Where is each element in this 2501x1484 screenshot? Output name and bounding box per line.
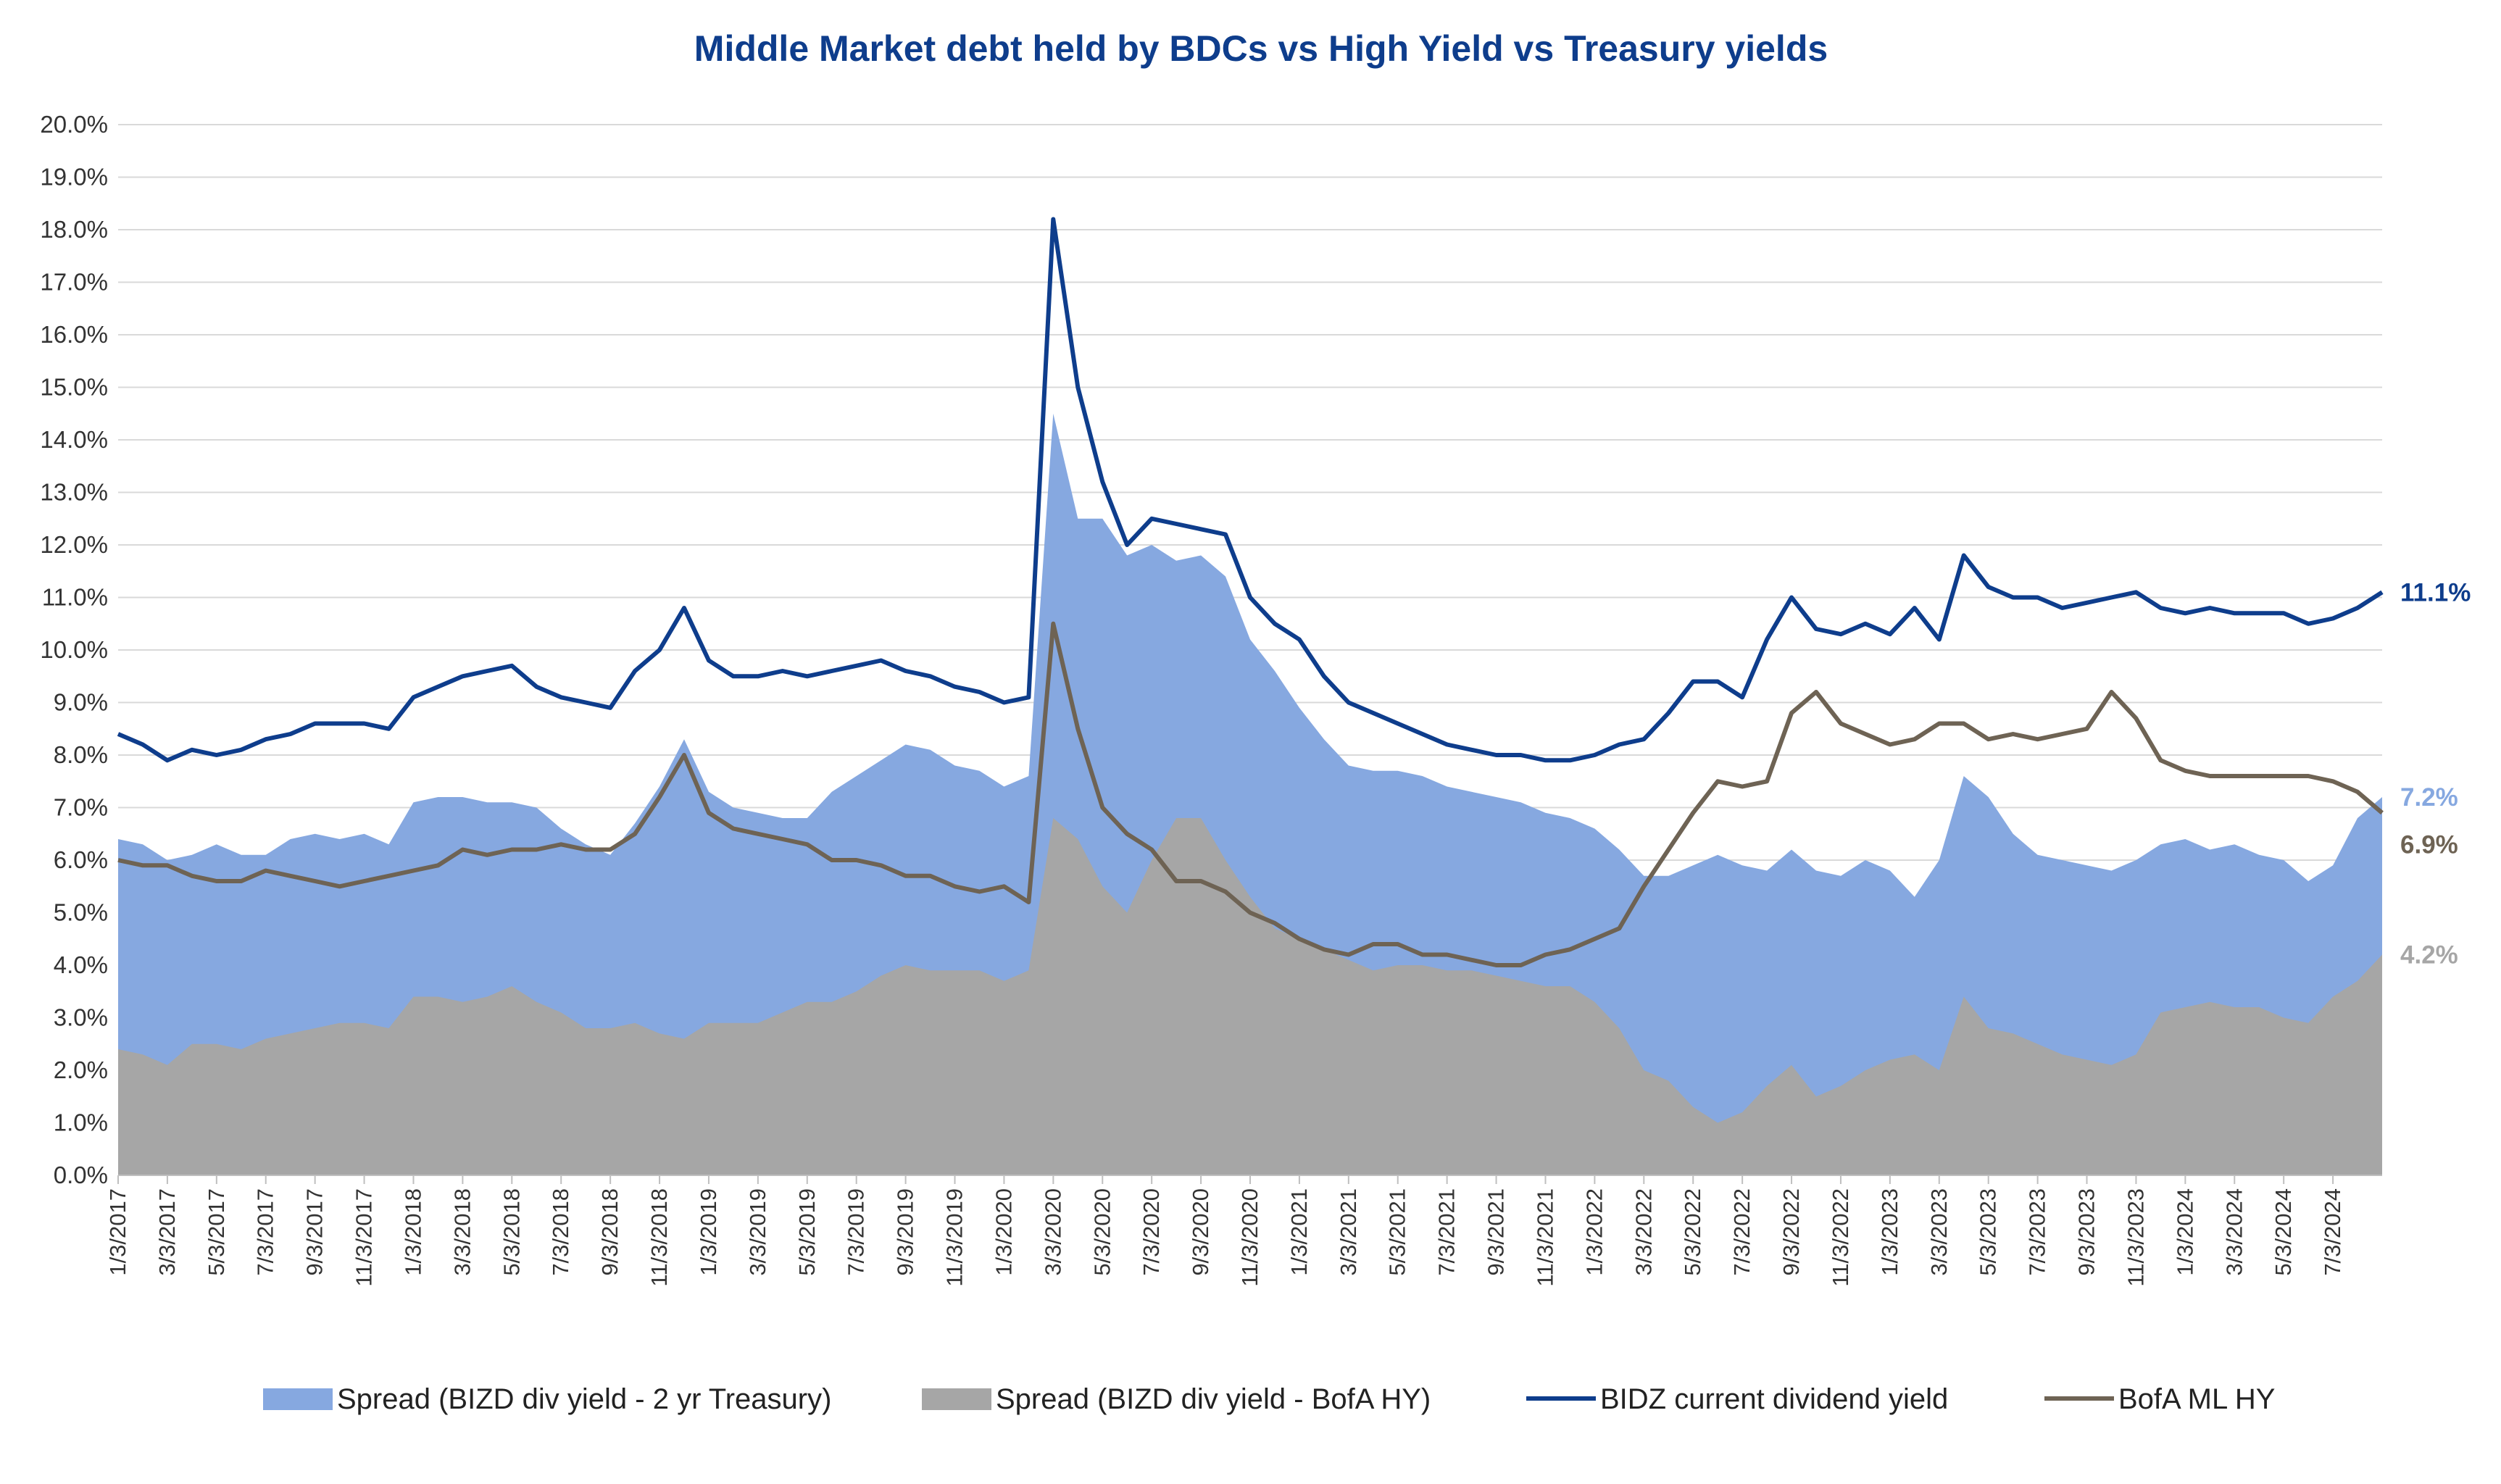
legend: Spread (BIZD div yield - 2 yr Treasury) S… bbox=[263, 1383, 2275, 1415]
end-label: 4.2% bbox=[2400, 941, 2458, 970]
legend-swatch bbox=[263, 1388, 333, 1410]
area-series-2 bbox=[118, 818, 2382, 1175]
y-tick-label: 0.0% bbox=[54, 1162, 108, 1188]
x-tick-label: 5/3/2022 bbox=[1680, 1188, 1705, 1276]
y-tick-label: 18.0% bbox=[40, 216, 108, 243]
y-tick-label: 9.0% bbox=[54, 689, 108, 716]
x-tick-label: 5/3/2021 bbox=[1385, 1188, 1410, 1276]
x-tick-label: 11/3/2023 bbox=[2123, 1188, 2148, 1287]
y-tick-label: 3.0% bbox=[54, 1004, 108, 1031]
x-tick-label: 3/3/2017 bbox=[154, 1188, 180, 1276]
y-tick-label: 2.0% bbox=[54, 1056, 108, 1083]
x-tick-label: 5/3/2024 bbox=[2271, 1188, 2296, 1276]
x-tick-label: 7/3/2023 bbox=[2025, 1188, 2050, 1276]
x-tick-label: 7/3/2020 bbox=[1139, 1188, 1164, 1276]
y-tick-label: 13.0% bbox=[40, 479, 108, 506]
x-tick-label: 11/3/2021 bbox=[1532, 1188, 1557, 1287]
x-tick-label: 1/3/2018 bbox=[400, 1188, 425, 1276]
y-tick-label: 16.0% bbox=[40, 321, 108, 348]
y-tick-label: 14.0% bbox=[40, 426, 108, 453]
x-tick-label: 7/3/2019 bbox=[844, 1188, 869, 1276]
x-tick-label: 3/3/2020 bbox=[1040, 1188, 1065, 1276]
x-tick-label: 3/3/2019 bbox=[745, 1188, 770, 1276]
y-tick-label: 11.0% bbox=[42, 584, 108, 611]
x-tick-label: 11/3/2019 bbox=[942, 1188, 967, 1287]
y-tick-label: 1.0% bbox=[54, 1109, 108, 1136]
legend-swatch bbox=[922, 1388, 991, 1410]
x-tick-label: 1/3/2023 bbox=[1877, 1188, 1902, 1276]
x-tick-label: 3/3/2023 bbox=[1926, 1188, 1952, 1276]
y-tick-label: 8.0% bbox=[54, 741, 108, 768]
x-tick-label: 1/3/2024 bbox=[2172, 1188, 2197, 1276]
legend-label: Spread (BIZD div yield - 2 yr Treasury) bbox=[337, 1383, 831, 1415]
y-tick-label: 19.0% bbox=[40, 164, 108, 191]
y-tick-label: 12.0% bbox=[40, 531, 108, 558]
end-label: 7.2% bbox=[2400, 783, 2458, 812]
area-series-1 bbox=[118, 413, 2382, 1175]
x-tick-label: 5/3/2017 bbox=[204, 1188, 229, 1276]
x-tick-label: 9/3/2018 bbox=[597, 1188, 623, 1276]
x-tick-label: 5/3/2018 bbox=[499, 1188, 524, 1276]
legend-label: BofA ML HY bbox=[2118, 1383, 2275, 1415]
x-tick-label: 7/3/2018 bbox=[548, 1188, 573, 1276]
y-tick-label: 20.0% bbox=[40, 111, 108, 138]
line-series-layer bbox=[117, 217, 2384, 967]
y-tick-label: 4.0% bbox=[54, 951, 108, 978]
x-tick-label: 5/3/2020 bbox=[1089, 1188, 1115, 1276]
legend-label: Spread (BIZD div yield - BofA HY) bbox=[996, 1383, 1431, 1415]
legend-label: BIDZ current dividend yield bbox=[1600, 1383, 1948, 1415]
x-axis-tick-labels: 1/3/2017 3/3/2017 5/3/2017 7/3/2017 9/3/2017… bbox=[105, 1188, 2345, 1287]
area-series-layer bbox=[118, 413, 2382, 1175]
end-label: 11.1% bbox=[2400, 578, 2471, 606]
x-tick-label: 3/3/2022 bbox=[1631, 1188, 1656, 1276]
x-tick-label: 11/3/2022 bbox=[1828, 1188, 1853, 1287]
x-tick-label: 1/3/2017 bbox=[105, 1188, 130, 1276]
y-axis-tick-labels: 0.0% 1.0% 2.0% 3.0% 4.0% 5.0% 6.0% 7.0% 8.0% 9.0%… bbox=[40, 111, 108, 1188]
x-tick-label: 1/3/2019 bbox=[696, 1188, 721, 1276]
x-tick-label: 11/3/2018 bbox=[646, 1188, 672, 1287]
chart-title: Middle Market debt held by BDCs vs High … bbox=[694, 28, 1828, 69]
line-series-2 bbox=[117, 621, 2384, 967]
x-tick-label: 1/3/2022 bbox=[1581, 1188, 1607, 1276]
series-end-labels: 11.1% 7.2% 6.9% 4.2% bbox=[2400, 578, 2471, 969]
x-tick-label: 7/3/2022 bbox=[1729, 1188, 1755, 1276]
y-tick-label: 6.0% bbox=[54, 846, 108, 873]
x-tick-label: 11/3/2017 bbox=[351, 1188, 377, 1287]
x-tick-label: 9/3/2017 bbox=[302, 1188, 328, 1276]
x-tick-label: 1/3/2020 bbox=[991, 1188, 1016, 1276]
x-tick-label: 9/3/2021 bbox=[1483, 1188, 1509, 1276]
x-tick-label: 3/3/2021 bbox=[1336, 1188, 1361, 1276]
x-tick-label: 11/3/2020 bbox=[1237, 1188, 1262, 1287]
x-tick-label: 3/3/2024 bbox=[2221, 1188, 2247, 1276]
x-tick-label: 7/3/2021 bbox=[1434, 1188, 1460, 1276]
x-tick-label: 7/3/2024 bbox=[2320, 1188, 2345, 1276]
x-tick-label: 9/3/2020 bbox=[1188, 1188, 1213, 1276]
x-tick-label: 7/3/2017 bbox=[253, 1188, 278, 1276]
y-tick-label: 10.0% bbox=[40, 636, 108, 663]
x-tick-label: 5/3/2019 bbox=[794, 1188, 820, 1276]
axes bbox=[117, 1175, 2382, 1184]
x-tick-label: 1/3/2021 bbox=[1286, 1188, 1312, 1276]
x-tick-label: 9/3/2022 bbox=[1778, 1188, 1804, 1276]
y-tick-label: 17.0% bbox=[40, 269, 108, 296]
y-tick-label: 15.0% bbox=[40, 374, 108, 401]
line-series-1 bbox=[117, 217, 2384, 763]
x-tick-label: 9/3/2023 bbox=[2074, 1188, 2100, 1276]
x-tick-label: 3/3/2018 bbox=[449, 1188, 475, 1276]
x-tick-label: 9/3/2019 bbox=[893, 1188, 918, 1276]
y-tick-label: 5.0% bbox=[54, 899, 108, 926]
end-label: 6.9% bbox=[2400, 830, 2458, 859]
y-tick-label: 7.0% bbox=[54, 794, 108, 821]
x-tick-label: 5/3/2023 bbox=[1976, 1188, 2001, 1276]
